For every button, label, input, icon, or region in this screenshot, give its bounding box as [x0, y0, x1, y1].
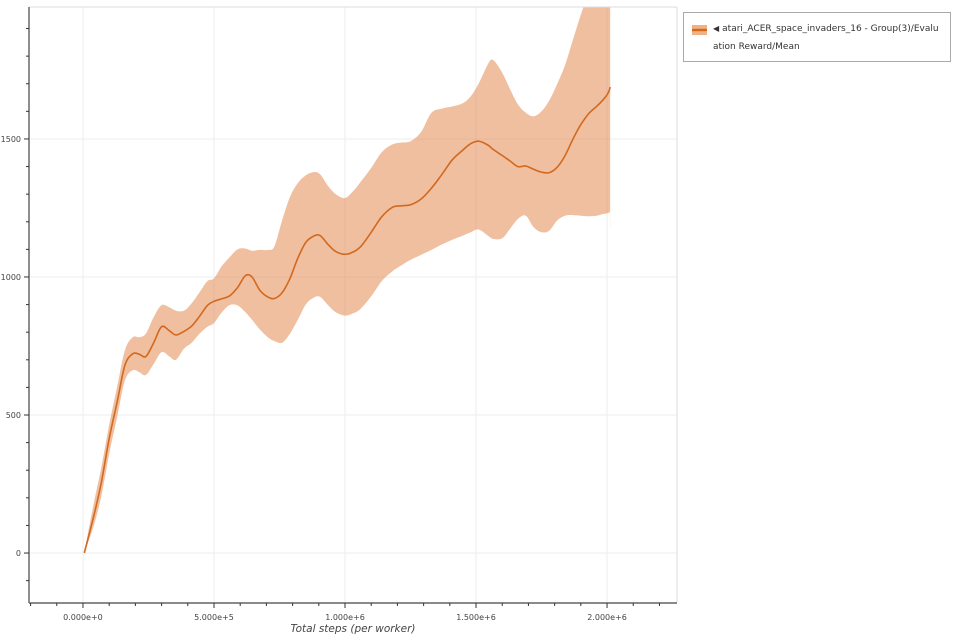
y-tick-label: 0 — [16, 549, 21, 558]
series-line — [83, 86, 611, 554]
legend-entry[interactable]: ◀ atari_ACER_space_invaders_16 - Group(3)… — [713, 20, 942, 56]
plot-area[interactable] — [29, 7, 677, 603]
legend[interactable]: ◀ atari_ACER_space_invaders_16 - Group(3)… — [683, 12, 951, 62]
legend-series-label[interactable]: atari_ACER_space_invaders_16 - Group(3)/… — [713, 24, 939, 52]
x-tick-label: 1.000e+6 — [325, 613, 365, 622]
x-tick-label: 1.500e+6 — [456, 613, 496, 622]
x-tick-label: 2.000e+6 — [587, 613, 627, 622]
y-tick-label: 500 — [6, 411, 21, 420]
y-tick-label: 1000 — [1, 273, 21, 282]
series-band — [84, 7, 611, 553]
x-tick-label: 5.000e+5 — [194, 613, 234, 622]
y-tick-label: 1500 — [1, 135, 21, 144]
legend-swatch-icon — [692, 25, 707, 35]
legend-collapse-icon[interactable]: ◀ — [713, 24, 720, 33]
x-axis-title: Total steps (per worker) — [290, 623, 416, 635]
x-tick-label: 0.000e+0 — [63, 613, 103, 622]
